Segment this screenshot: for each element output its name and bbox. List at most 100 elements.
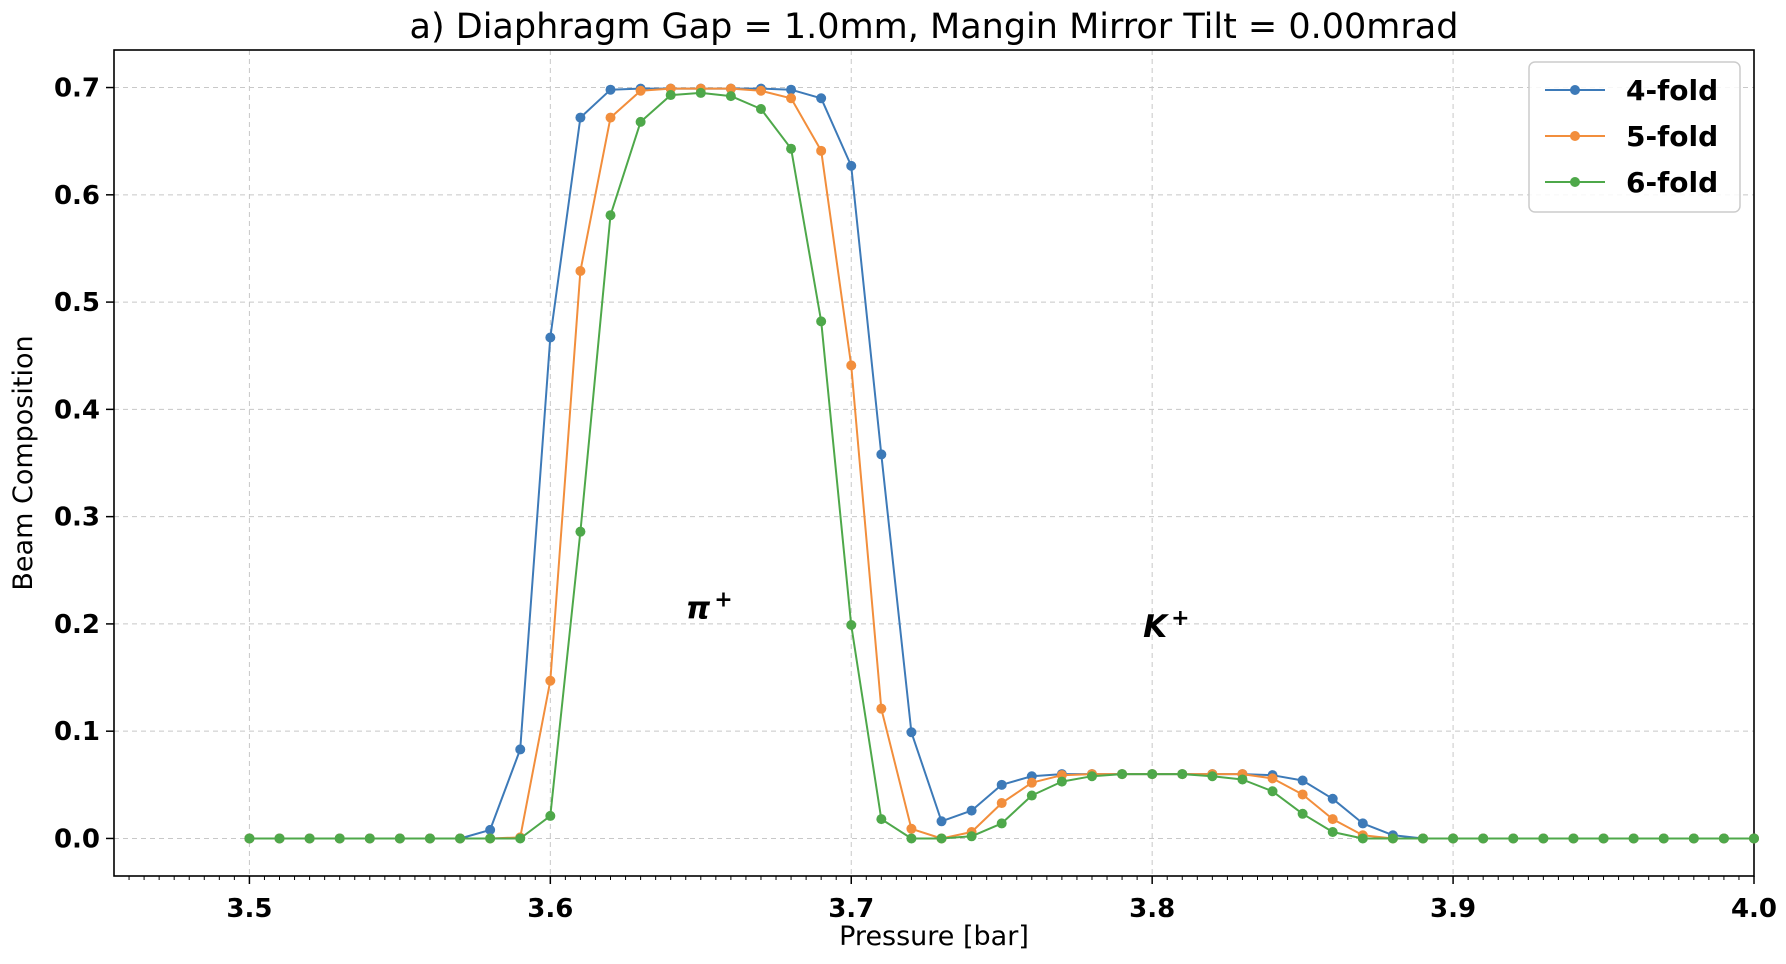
data-point — [996, 818, 1007, 829]
data-point — [1688, 833, 1699, 844]
data-point — [605, 112, 616, 123]
data-point — [1297, 789, 1308, 800]
data-point — [816, 93, 827, 104]
data-point — [1658, 833, 1669, 844]
data-point — [1568, 833, 1579, 844]
data-point — [575, 112, 586, 123]
data-point — [545, 332, 556, 343]
data-point — [966, 805, 977, 816]
data-point — [394, 833, 405, 844]
data-point — [725, 83, 736, 94]
data-point — [1086, 771, 1097, 782]
data-point — [1598, 833, 1609, 844]
data-point — [575, 526, 586, 537]
data-point — [876, 449, 887, 460]
data-point — [1387, 833, 1398, 844]
y-tick-label: 0.1 — [54, 717, 100, 747]
legend-label: 6-fold — [1626, 166, 1718, 199]
data-point — [996, 779, 1007, 790]
data-point — [485, 824, 496, 835]
legend-label: 5-fold — [1626, 120, 1718, 153]
data-point — [1327, 793, 1338, 804]
data-point — [786, 84, 797, 95]
data-point — [1267, 773, 1278, 784]
data-point — [1357, 818, 1368, 829]
data-point — [876, 814, 887, 825]
data-point — [1237, 774, 1248, 785]
data-point — [816, 145, 827, 156]
data-point — [424, 833, 435, 844]
y-tick-label: 0.7 — [54, 74, 100, 104]
data-point — [1538, 833, 1549, 844]
data-point — [545, 810, 556, 821]
data-point — [545, 675, 556, 686]
legend-label: 4-fold — [1626, 74, 1718, 107]
y-tick-label: 0.5 — [54, 288, 100, 318]
y-axis-label: Beam Composition — [8, 335, 39, 590]
y-tick-label: 0.6 — [54, 181, 100, 211]
y-tick-label: 0.2 — [54, 610, 100, 640]
annotation-label: π + — [686, 588, 733, 627]
data-point — [1267, 786, 1278, 797]
data-point — [1327, 814, 1338, 825]
y-tick-label: 0.0 — [54, 824, 100, 854]
series-6-fold — [244, 87, 1759, 844]
data-point — [1207, 771, 1218, 782]
data-point — [936, 816, 947, 827]
annotations: π + K + — [686, 588, 1190, 645]
data-point — [725, 91, 736, 102]
series-layer — [244, 83, 1759, 844]
x-tick-label: 3.9 — [1430, 894, 1476, 924]
data-point — [274, 833, 285, 844]
data-point — [1147, 769, 1158, 780]
data-point — [635, 116, 646, 127]
grid — [114, 50, 1755, 876]
data-point — [1297, 775, 1308, 786]
data-point — [906, 833, 917, 844]
x-axis-label: Pressure [bar] — [839, 921, 1029, 952]
annotation-label: K + — [1143, 606, 1189, 645]
x-tick-label: 4.0 — [1731, 894, 1777, 924]
data-point — [966, 831, 977, 842]
data-point — [515, 833, 526, 844]
data-point — [1026, 777, 1037, 788]
data-point — [1026, 790, 1037, 801]
data-point — [996, 798, 1007, 809]
data-point — [1448, 833, 1459, 844]
legend-item: 6-fold — [1545, 166, 1718, 199]
data-point — [1749, 833, 1759, 844]
legend-swatch-marker — [1570, 85, 1580, 95]
legend-box — [1528, 61, 1741, 213]
data-point — [635, 85, 646, 96]
data-point — [936, 833, 947, 844]
x-tick-label: 3.8 — [1129, 894, 1175, 924]
data-point — [605, 84, 616, 95]
data-point — [1417, 833, 1428, 844]
x-tick-label: 3.5 — [226, 894, 272, 924]
legend-swatch-marker — [1570, 177, 1580, 187]
data-point — [665, 90, 676, 101]
data-point — [695, 87, 706, 98]
data-point — [455, 833, 466, 844]
legend: 4-fold 5-fold 6-fold — [1528, 61, 1741, 213]
data-point — [605, 210, 616, 221]
data-point — [786, 93, 797, 104]
data-point — [334, 833, 345, 844]
data-point — [1177, 769, 1188, 780]
data-point — [786, 143, 797, 154]
data-point — [816, 316, 827, 327]
data-point — [1718, 833, 1729, 844]
data-point — [304, 833, 315, 844]
data-point — [515, 744, 526, 755]
data-point — [906, 727, 917, 738]
x-tick-label: 3.7 — [828, 894, 874, 924]
plot-frame — [113, 49, 1755, 877]
x-minor-ticks — [128, 876, 1740, 880]
data-point — [1357, 833, 1368, 844]
x-axis-ticks: 3.5 3.6 3.7 3.8 3.9 4.0 — [226, 876, 1777, 924]
chart-title: a) Diaphragm Gap = 1.0mm, Mangin Mirror … — [410, 7, 1459, 47]
x-tick-label: 3.6 — [527, 894, 573, 924]
data-point — [846, 360, 857, 371]
data-point — [846, 160, 857, 171]
